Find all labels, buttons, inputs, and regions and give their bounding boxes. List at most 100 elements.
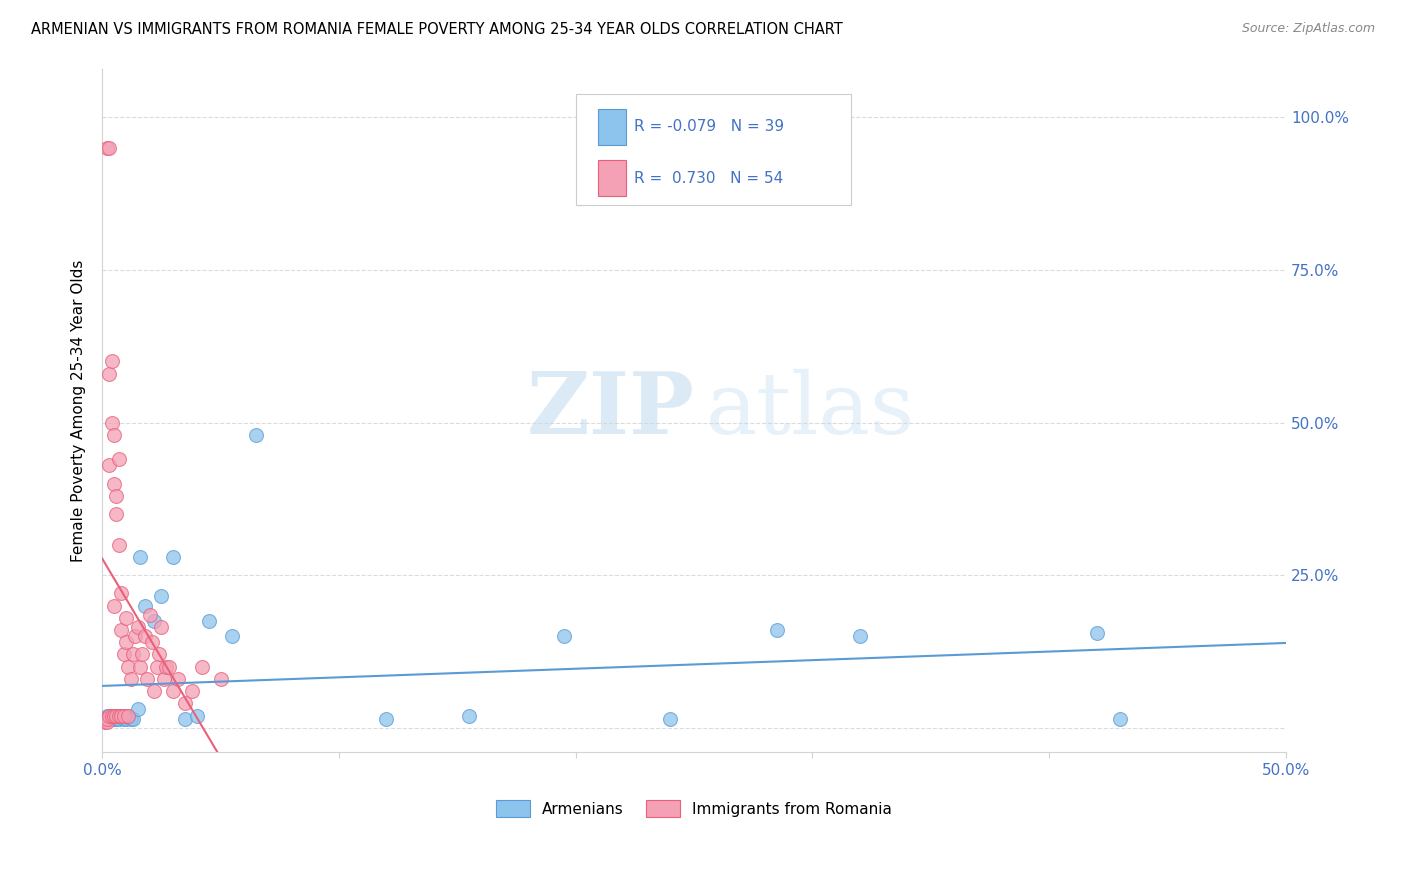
Point (143, 614, 166, 628)
Point (124, 629, 146, 643)
Point (131, 648, 153, 662)
Point (105, 712, 128, 726)
Point (117, 708, 139, 723)
Point (659, 712, 682, 726)
Point (98, 708, 121, 723)
Point (849, 629, 872, 643)
Point (245, 427, 267, 442)
Point (107, 708, 129, 723)
Point (110, 708, 132, 723)
Point (127, 620, 149, 634)
Point (98, 141, 121, 155)
Point (136, 672, 159, 686)
Text: atlas: atlas (706, 368, 915, 452)
Point (112, 708, 135, 723)
Point (129, 549, 152, 564)
Point (152, 672, 174, 686)
Point (157, 659, 180, 673)
Point (103, 427, 125, 442)
Point (100, 708, 122, 723)
Point (98, 458, 121, 473)
Point (155, 659, 177, 673)
Point (138, 607, 160, 622)
Point (96, 714, 118, 729)
Point (103, 599, 125, 613)
Point (120, 712, 142, 726)
Point (107, 712, 129, 726)
Text: R =  0.730   N = 54: R = 0.730 N = 54 (634, 170, 783, 186)
Point (181, 684, 204, 698)
Point (145, 659, 167, 673)
Point (117, 659, 139, 673)
Point (162, 684, 184, 698)
Point (112, 648, 135, 662)
Point (150, 620, 173, 634)
Point (96, 712, 118, 726)
Point (115, 611, 138, 625)
Text: ARMENIAN VS IMMIGRANTS FROM ROMANIA FEMALE POVERTY AMONG 25-34 YEAR OLDS CORRELA: ARMENIAN VS IMMIGRANTS FROM ROMANIA FEMA… (31, 22, 842, 37)
Point (107, 452, 129, 467)
Point (96, 708, 118, 723)
Point (103, 708, 125, 723)
Point (122, 712, 145, 726)
Point (134, 599, 156, 613)
Point (103, 708, 125, 723)
Point (190, 659, 212, 673)
Point (107, 708, 129, 723)
Point (162, 549, 184, 564)
Point (141, 635, 163, 649)
Point (100, 708, 122, 723)
Point (221, 629, 243, 643)
Point (143, 684, 166, 698)
Point (1109, 712, 1132, 726)
Point (127, 702, 149, 716)
Point (96, 712, 118, 726)
Point (96, 141, 118, 155)
Point (174, 696, 197, 710)
Point (103, 476, 125, 491)
Point (100, 416, 122, 430)
Point (98, 712, 121, 726)
Point (766, 623, 789, 637)
Point (458, 708, 481, 723)
Point (105, 708, 128, 723)
Point (553, 629, 575, 643)
Point (105, 489, 128, 503)
Text: ZIP: ZIP (526, 368, 695, 452)
Point (98, 367, 121, 381)
Point (150, 590, 173, 604)
Point (197, 614, 219, 628)
Point (100, 712, 122, 726)
Point (105, 708, 128, 723)
Point (110, 623, 132, 637)
Point (100, 354, 122, 368)
Point (115, 635, 138, 649)
Point (112, 712, 135, 726)
Point (1085, 626, 1108, 640)
Point (93, 714, 115, 729)
Point (110, 586, 132, 600)
Point (105, 507, 128, 521)
Point (129, 659, 152, 673)
Text: Source: ZipAtlas.com: Source: ZipAtlas.com (1241, 22, 1375, 36)
Point (107, 538, 129, 552)
Point (115, 712, 138, 726)
Point (103, 712, 125, 726)
Point (115, 708, 138, 723)
Point (120, 672, 142, 686)
Point (167, 672, 190, 686)
Point (148, 648, 170, 662)
Legend: Armenians, Immigrants from Romania: Armenians, Immigrants from Romania (489, 794, 898, 823)
Point (98, 708, 121, 723)
Point (375, 712, 398, 726)
Point (209, 672, 232, 686)
Y-axis label: Female Poverty Among 25-34 Year Olds: Female Poverty Among 25-34 Year Olds (72, 260, 86, 561)
Point (117, 708, 139, 723)
Point (186, 708, 208, 723)
Point (93, 712, 115, 726)
Point (122, 648, 145, 662)
Point (93, 712, 115, 726)
Point (174, 712, 197, 726)
Point (110, 708, 132, 723)
Text: R = -0.079   N = 39: R = -0.079 N = 39 (634, 120, 785, 135)
